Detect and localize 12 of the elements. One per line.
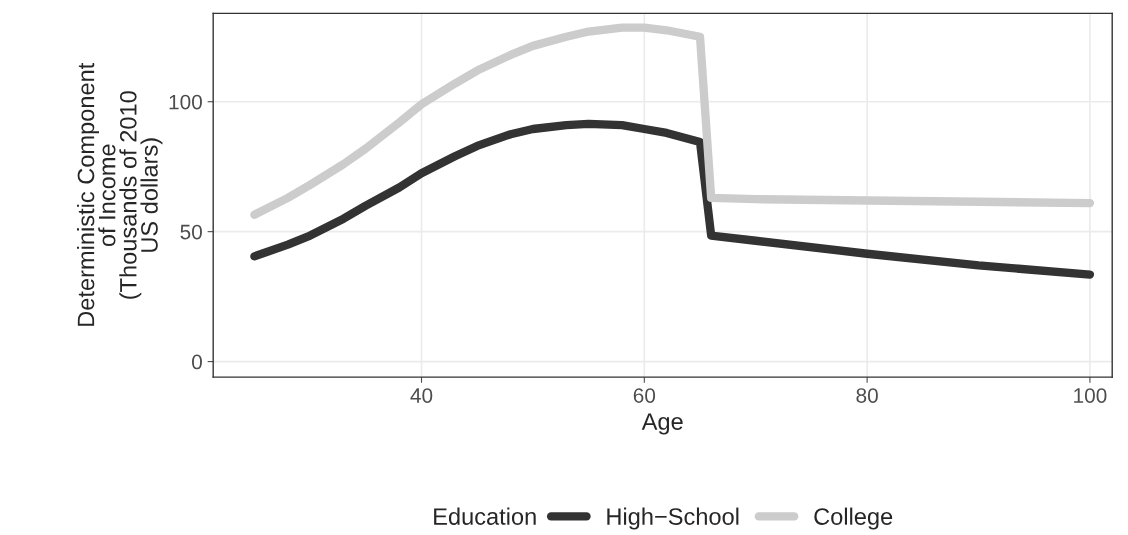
x-tick-label: 80 xyxy=(856,388,878,403)
legend-label: College xyxy=(814,507,893,530)
y-tick-label: 0 xyxy=(192,354,202,370)
x-tick-label: 100 xyxy=(1074,388,1107,403)
x-axis-title: Age xyxy=(641,413,683,435)
x-tick-label: 40 xyxy=(410,388,433,403)
x-tick-label: 60 xyxy=(633,388,656,403)
y-axis-title: Deterministic Component of Income (Thousands of 2010 US dollars) xyxy=(76,62,163,326)
y-tick-label: 100 xyxy=(169,94,202,110)
legend-title: Education xyxy=(434,507,536,525)
y-tick-label: 50 xyxy=(180,224,202,240)
legend-label: High−School xyxy=(607,507,739,530)
